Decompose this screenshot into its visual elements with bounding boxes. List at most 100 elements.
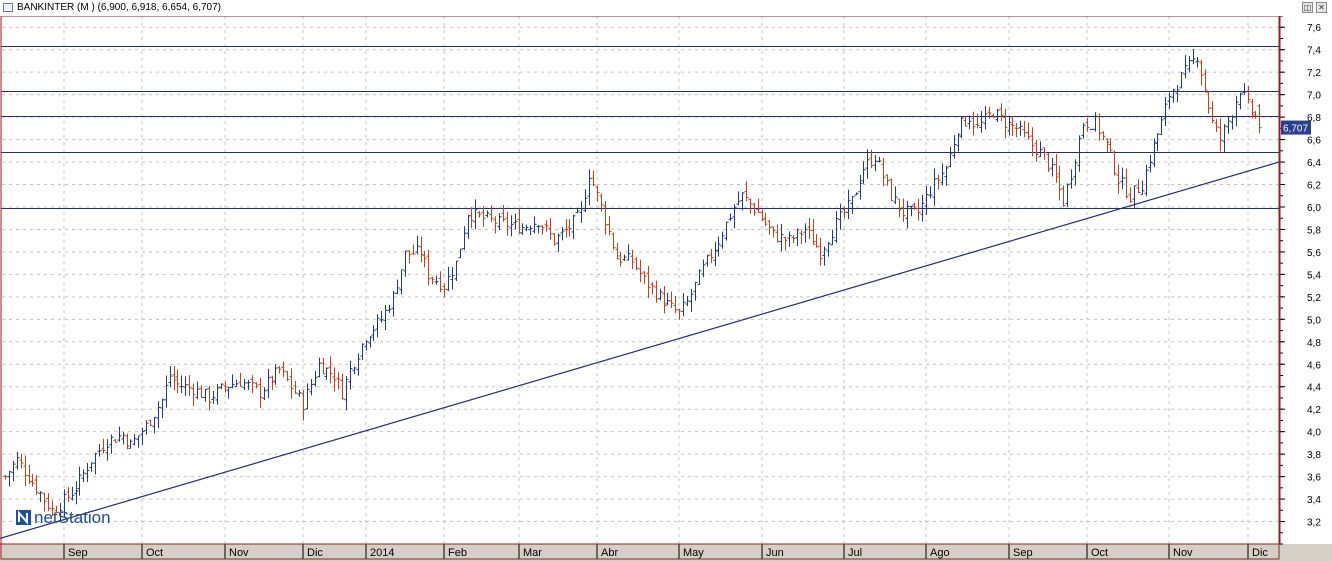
ohlc-bar (991, 113, 996, 118)
ohlc-bar (266, 368, 271, 399)
ohlc-bar (340, 373, 345, 400)
ohlc-bar (328, 356, 333, 384)
ohlc-bar (148, 419, 153, 427)
x-axis: Sep Oct Nov Dic 2014 Feb Mar Abr May Jun Jul Ago Sep… (0, 543, 1280, 559)
ohlc-bar (791, 234, 796, 244)
ohlc-bar (1050, 157, 1055, 177)
ohlc-bar (889, 178, 894, 202)
ohlc-bar (383, 305, 388, 330)
restore-window-button[interactable]: ◫ (1302, 2, 1313, 13)
ohlc-bar (387, 304, 392, 313)
ohlc-bar (971, 111, 976, 136)
ohlc-bar (262, 387, 267, 401)
ohlc-bar (226, 386, 231, 399)
ohlc-bar (203, 389, 208, 402)
y-tick-label: 6,8 (1307, 113, 1321, 124)
price-chart[interactable]: 3,2 3,4 3,6 3,8 4,0 4,2 4,4 4,6 4,8 5,0 5,2 5,4 5,6 5… (0, 16, 1332, 561)
ohlc-bar (89, 462, 94, 472)
ohlc-bar (117, 426, 122, 442)
ohlc-bar (360, 343, 365, 360)
ohlc-bar (579, 201, 584, 223)
ohlc-bar (1226, 116, 1231, 134)
ohlc-bar (736, 191, 741, 206)
ohlc-bar (46, 493, 51, 511)
ohlc-bar (1061, 185, 1066, 207)
ohlc-bar (505, 211, 510, 236)
ohlc-bar (313, 371, 318, 387)
ohlc-bar (297, 389, 302, 397)
ohlc-bar (93, 452, 98, 475)
ohlc-bar (1018, 120, 1023, 136)
ohlc-bar (434, 275, 439, 285)
ohlc-bar (564, 219, 569, 238)
ohlc-bar (693, 281, 698, 301)
y-tick-label: 4,0 (1307, 428, 1321, 439)
ohlc-bar (787, 231, 792, 247)
x-month-label: Nov (229, 547, 249, 559)
ohlc-bar (665, 292, 670, 306)
ohlc-bar (309, 378, 314, 396)
ohlc-bar (893, 186, 898, 204)
ohlc-bar (846, 189, 851, 220)
ohlc-bar (168, 366, 173, 388)
ohlc-bar (70, 486, 75, 501)
ohlc-bar (916, 198, 921, 221)
ohlc-bar (179, 375, 184, 393)
ohlc-bar (760, 209, 765, 222)
ohlc-bar (1124, 168, 1129, 199)
ohlc-bar (438, 271, 443, 293)
ohlc-bar (979, 111, 984, 133)
ohlc-bar (1097, 113, 1102, 141)
ohlc-bar (1242, 83, 1247, 95)
ohlc-bar (1089, 128, 1094, 130)
ohlc-bar (720, 231, 725, 249)
y-tick-label: 3,2 (1307, 518, 1321, 529)
ohlc-bar (1081, 122, 1086, 139)
ohlc-bar (940, 163, 945, 186)
ohlc-bar (419, 236, 424, 263)
ohlc-bar (999, 103, 1004, 122)
ohlc-bar (473, 199, 478, 230)
ohlc-bar (234, 379, 239, 387)
ohlc-bar (485, 210, 490, 218)
y-tick-label: 3,8 (1307, 450, 1321, 461)
plot-frame (0, 16, 1280, 560)
ohlc-bar (528, 225, 533, 236)
ohlc-bar (909, 205, 914, 217)
ohlc-bar (654, 280, 659, 303)
ohlc-bar (520, 223, 525, 235)
ohlc-bar (332, 367, 337, 392)
ohlc-bar (724, 221, 729, 241)
ohlc-bar (1046, 152, 1051, 173)
ohlc-bar (967, 115, 972, 130)
ohlc-bar (19, 453, 24, 469)
ohlc-bar (258, 377, 263, 409)
ohlc-bar (807, 218, 812, 239)
ohlc-bar (548, 218, 553, 240)
ohlc-bar (140, 427, 145, 445)
y-axis: 3,2 3,4 3,6 3,8 4,0 4,2 4,4 4,6 4,8 5,0 5,2 5,4 5,6 5… (1280, 16, 1321, 545)
y-tick-label: 6,0 (1307, 203, 1321, 214)
title-bar: BANKINTER (M ) (6,900, 6,918, 6,654, 6,7… (0, 0, 1332, 17)
ohlc-bar (532, 216, 537, 234)
ohlc-bar (1128, 187, 1133, 203)
ohlc-bar (136, 435, 141, 448)
ohlc-bar (885, 174, 890, 186)
ohlc-bar (254, 382, 259, 389)
close-window-button[interactable]: ✕ (1316, 2, 1327, 13)
ohlc-bar (7, 470, 12, 487)
ohlc-bar (567, 218, 572, 237)
ohlc-bar (356, 353, 361, 376)
ohlc-bar (842, 206, 847, 219)
ohlc-bar (920, 194, 925, 222)
ohlc-bar (62, 489, 67, 518)
ohlc-bar (379, 311, 384, 323)
ohlc-bar (375, 314, 380, 338)
ohlc-bar (901, 198, 906, 222)
ohlc-bar (1152, 138, 1157, 168)
ohlc-bar (458, 248, 463, 259)
ohlc-bar (830, 229, 835, 246)
ohlc-bar (658, 288, 663, 301)
ohlc-bar (223, 381, 228, 393)
